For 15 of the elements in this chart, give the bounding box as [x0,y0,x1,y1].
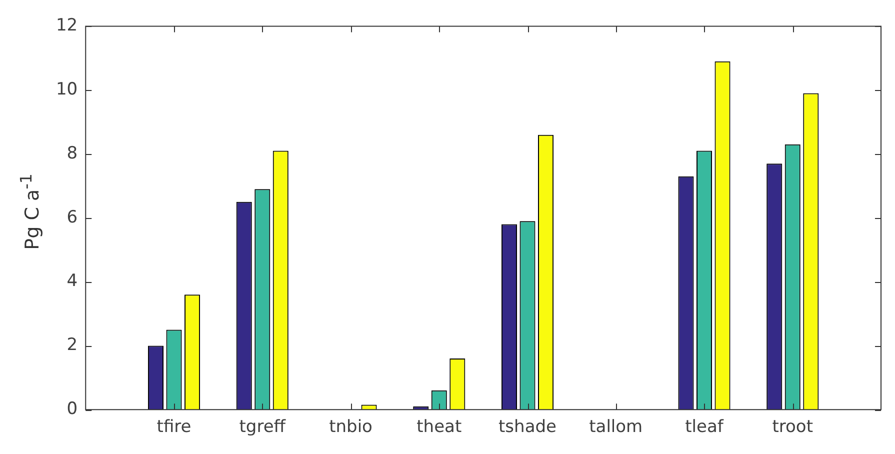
y-tick-label: 4 [66,271,78,292]
y-tick-label: 2 [66,335,78,356]
x-tick-label: troot [772,417,814,438]
y-tick-label: 12 [56,16,78,36]
y-tick-label: 0 [66,399,78,420]
x-tick-label: tnbio [329,417,372,438]
y-tick-label: 8 [66,143,78,164]
x-tick-label: theat [416,417,462,438]
y-tick-label: 10 [56,80,78,100]
x-tick-label: tleaf [685,417,724,438]
y-tick-label: 6 [66,207,78,228]
x-tick-label: tallom [589,417,643,438]
x-tick-label: tshade [498,417,556,438]
x-tick-label: tgreff [239,417,287,438]
x-tick-label: tfire [156,417,192,438]
